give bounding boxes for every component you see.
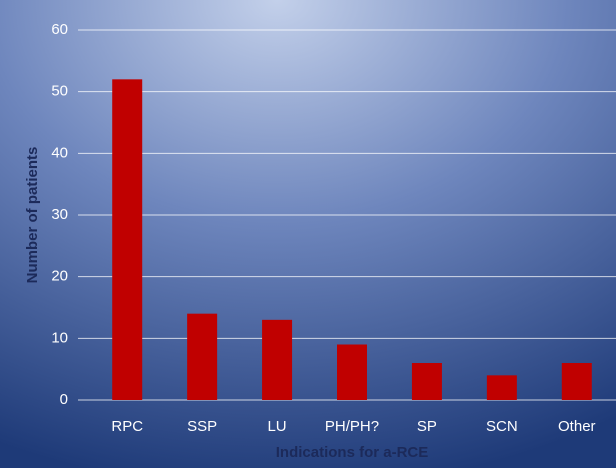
bar	[411, 363, 442, 400]
x-tick-label: RPC	[111, 418, 143, 435]
bar	[187, 313, 218, 400]
x-axis-title: Indications for a-RCE	[276, 444, 429, 461]
bar	[112, 79, 143, 400]
y-tick-label: 30	[51, 206, 68, 223]
y-tick-label: 50	[51, 83, 68, 100]
x-tick-label: LU	[267, 418, 286, 435]
y-tick-label: 40	[51, 144, 68, 161]
bar	[337, 344, 367, 400]
x-tick-label: SCN	[486, 418, 518, 435]
bar	[561, 363, 592, 400]
x-tick-label: SP	[417, 418, 437, 435]
x-tick-label: PH/PH?	[325, 418, 379, 435]
y-tick-label: 60	[51, 21, 68, 38]
bar	[486, 375, 517, 400]
x-tick-label: Other	[558, 418, 596, 435]
y-tick-label: 0	[60, 391, 68, 408]
y-tick-label: 20	[51, 268, 68, 285]
y-axis-title: Number of patients	[24, 147, 41, 284]
bar	[262, 319, 293, 400]
x-tick-label: SSP	[187, 418, 217, 435]
y-tick-label: 10	[51, 329, 68, 346]
